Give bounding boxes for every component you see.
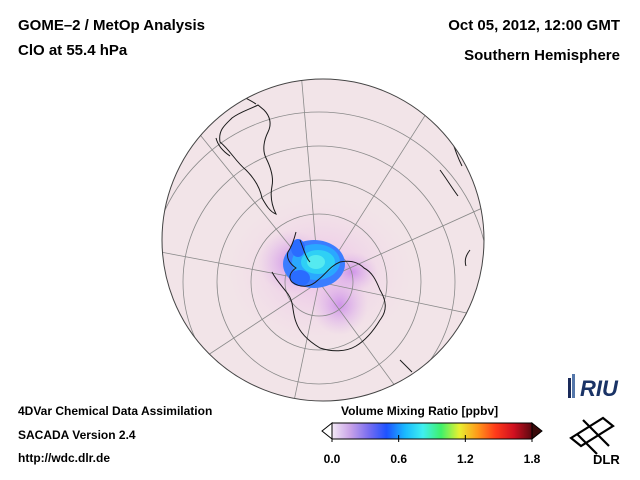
dlr-logo-text: DLR xyxy=(593,452,620,467)
colorbar-tick-label: 0.0 xyxy=(323,452,341,466)
colorbar-gradient xyxy=(331,422,533,440)
model-version: SACADA Version 2.4 xyxy=(18,428,136,442)
colorbar-tick-label: 1.8 xyxy=(523,452,541,466)
map-subtitle-species: ClO at 55.4 hPa xyxy=(18,42,128,59)
colorbar-tick-label: 1.2 xyxy=(456,452,474,466)
source-url: http://wdc.dlr.de xyxy=(18,451,110,465)
colorbar-arrow-left xyxy=(321,421,333,441)
colorbar-arrow-right xyxy=(531,421,543,441)
dlr-logo: DLR xyxy=(569,416,620,467)
coastlines xyxy=(215,94,471,373)
latitude-circles xyxy=(162,111,484,401)
map-title: GOME–2 / MetOp Analysis xyxy=(18,17,205,34)
map-region: Southern Hemisphere xyxy=(464,47,620,64)
riu-logo: RIU xyxy=(568,374,619,401)
colorbar-tick-label: 0.6 xyxy=(390,452,407,466)
colorbar xyxy=(321,421,543,442)
map-date: Oct 05, 2012, 12:00 GMT xyxy=(448,17,620,34)
riu-logo-text: RIU xyxy=(580,376,619,401)
globe-outline xyxy=(161,78,485,402)
colorbar-title: Volume Mixing Ratio [ppbv] xyxy=(341,404,499,418)
model-description: 4DVar Chemical Data Assimilation xyxy=(18,404,213,418)
